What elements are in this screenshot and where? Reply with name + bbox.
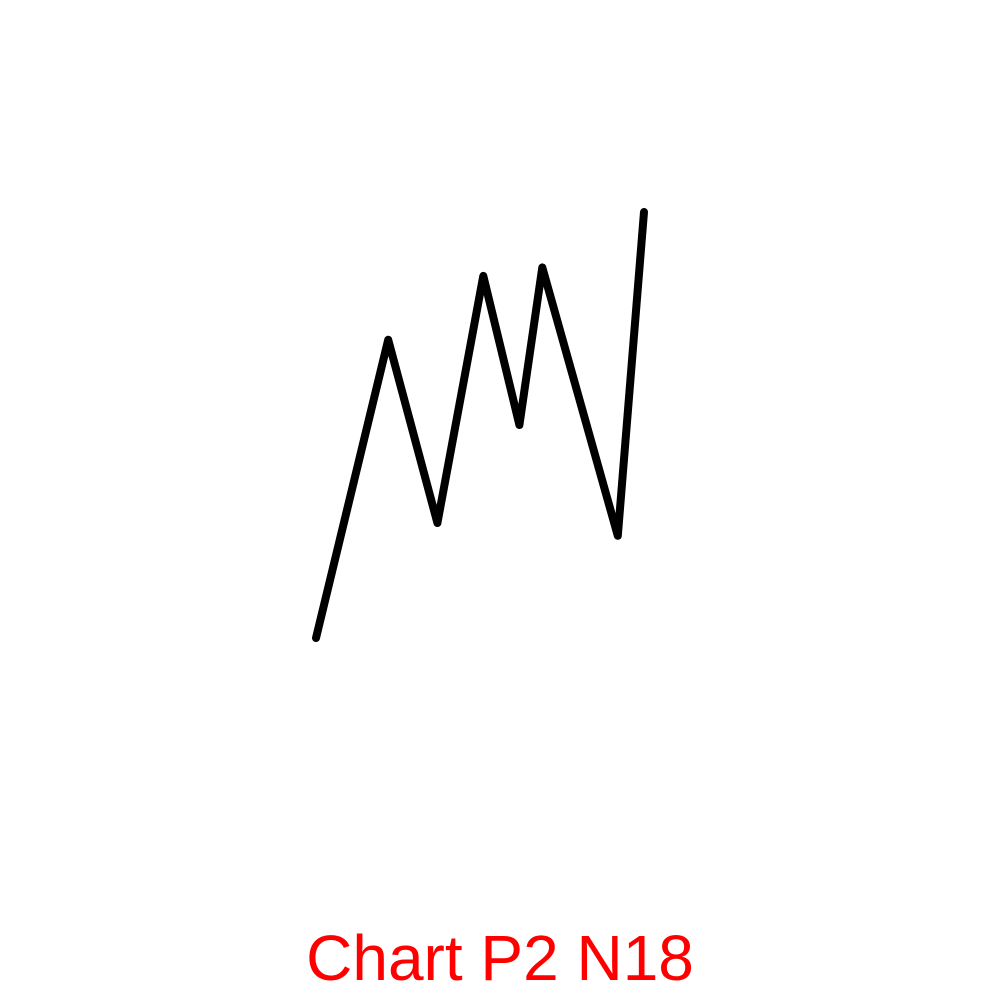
chart-caption: Chart P2 N18 [306,922,694,994]
series-line-1 [312,208,648,642]
series-layer [312,208,648,642]
